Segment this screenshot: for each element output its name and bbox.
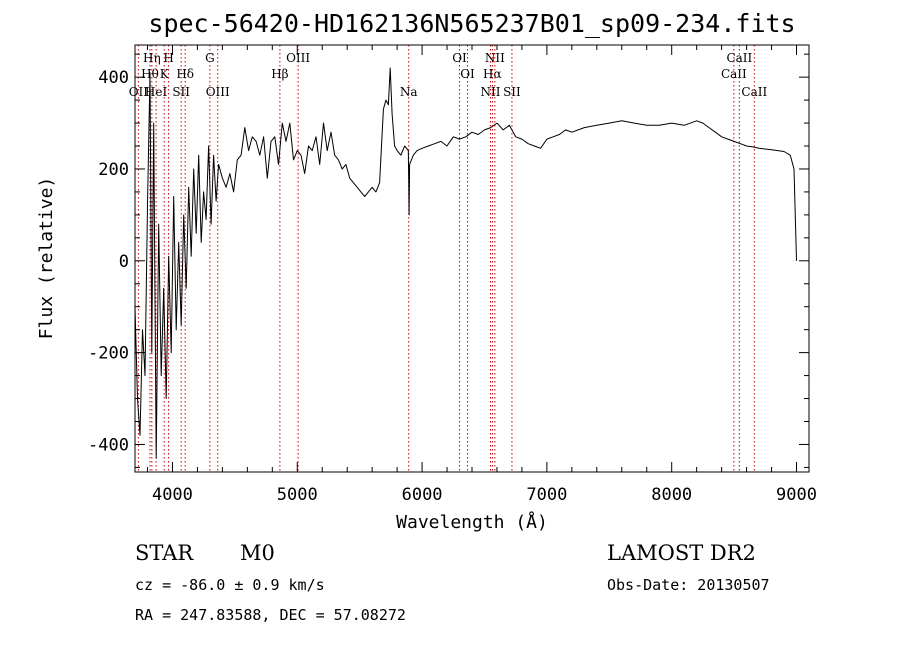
line-marker-label: Hη xyxy=(143,51,161,65)
line-marker-label: OII xyxy=(129,85,149,99)
line-marker-label: OI xyxy=(460,67,475,81)
spectrum-line xyxy=(134,67,797,459)
redshift-cz: cz = -86.0 ± 0.9 km/s xyxy=(135,576,325,594)
x-tick-label: 6000 xyxy=(402,485,443,505)
x-tick-label: 7000 xyxy=(526,485,567,505)
x-tick-label: 4000 xyxy=(152,485,193,505)
line-marker-label: OIII xyxy=(206,85,230,99)
y-axis-label: Flux (relative) xyxy=(36,177,57,340)
line-marker-label: G xyxy=(205,51,215,65)
line-markers: OIIHθHηHeIKHSIIHδGOIIIHβOIIINaOIOINIIHαN… xyxy=(129,45,767,472)
line-marker-label: NII xyxy=(480,85,500,99)
line-marker-label: CaII xyxy=(741,85,767,99)
y-tick-label: 400 xyxy=(98,68,129,88)
chart-title: spec-56420-HD162136N565237B01_sp09-234.f… xyxy=(148,9,795,38)
x-tick-label: 8000 xyxy=(651,485,692,505)
x-tick-label: 9000 xyxy=(776,485,817,505)
line-marker-label: OI xyxy=(452,51,467,65)
y-tick-label: -200 xyxy=(88,344,129,364)
x-tick-label: 5000 xyxy=(277,485,318,505)
line-marker-label: Hδ xyxy=(176,67,194,81)
object-class: STAR xyxy=(135,541,194,565)
line-marker-label: SII xyxy=(172,85,190,99)
line-marker-label: CaII xyxy=(726,51,752,65)
spectrum-line-group xyxy=(134,67,797,459)
y-tick-label: 0 xyxy=(119,252,129,272)
x-axis-label: Wavelength (Å) xyxy=(396,511,548,533)
line-marker-label: H xyxy=(163,51,173,65)
obs-date: Obs-Date: 20130507 xyxy=(607,576,770,594)
line-marker-label: K xyxy=(160,67,170,81)
line-marker-label: SII xyxy=(503,85,521,99)
line-marker-label: HeI xyxy=(145,85,168,99)
line-marker-label: Hα xyxy=(483,67,502,81)
line-marker-label: NII xyxy=(485,51,505,65)
survey-name: LAMOST DR2 xyxy=(607,541,756,565)
line-marker-label: Hβ xyxy=(271,67,288,81)
line-marker-label: CaII xyxy=(721,67,747,81)
line-marker-label: Na xyxy=(400,85,418,99)
y-tick-label: -400 xyxy=(88,435,129,455)
plot-frame xyxy=(134,44,810,473)
axis-ticks: 4000 5000 6000 7000 8000 9000 -400 -200 0 200 400 xyxy=(88,45,817,505)
ra-dec: RA = 247.83588, DEC = 57.08272 xyxy=(135,606,406,624)
y-tick-label: 200 xyxy=(98,160,129,180)
object-subclass: M0 xyxy=(240,541,275,565)
line-marker-label: OIII xyxy=(286,51,310,65)
